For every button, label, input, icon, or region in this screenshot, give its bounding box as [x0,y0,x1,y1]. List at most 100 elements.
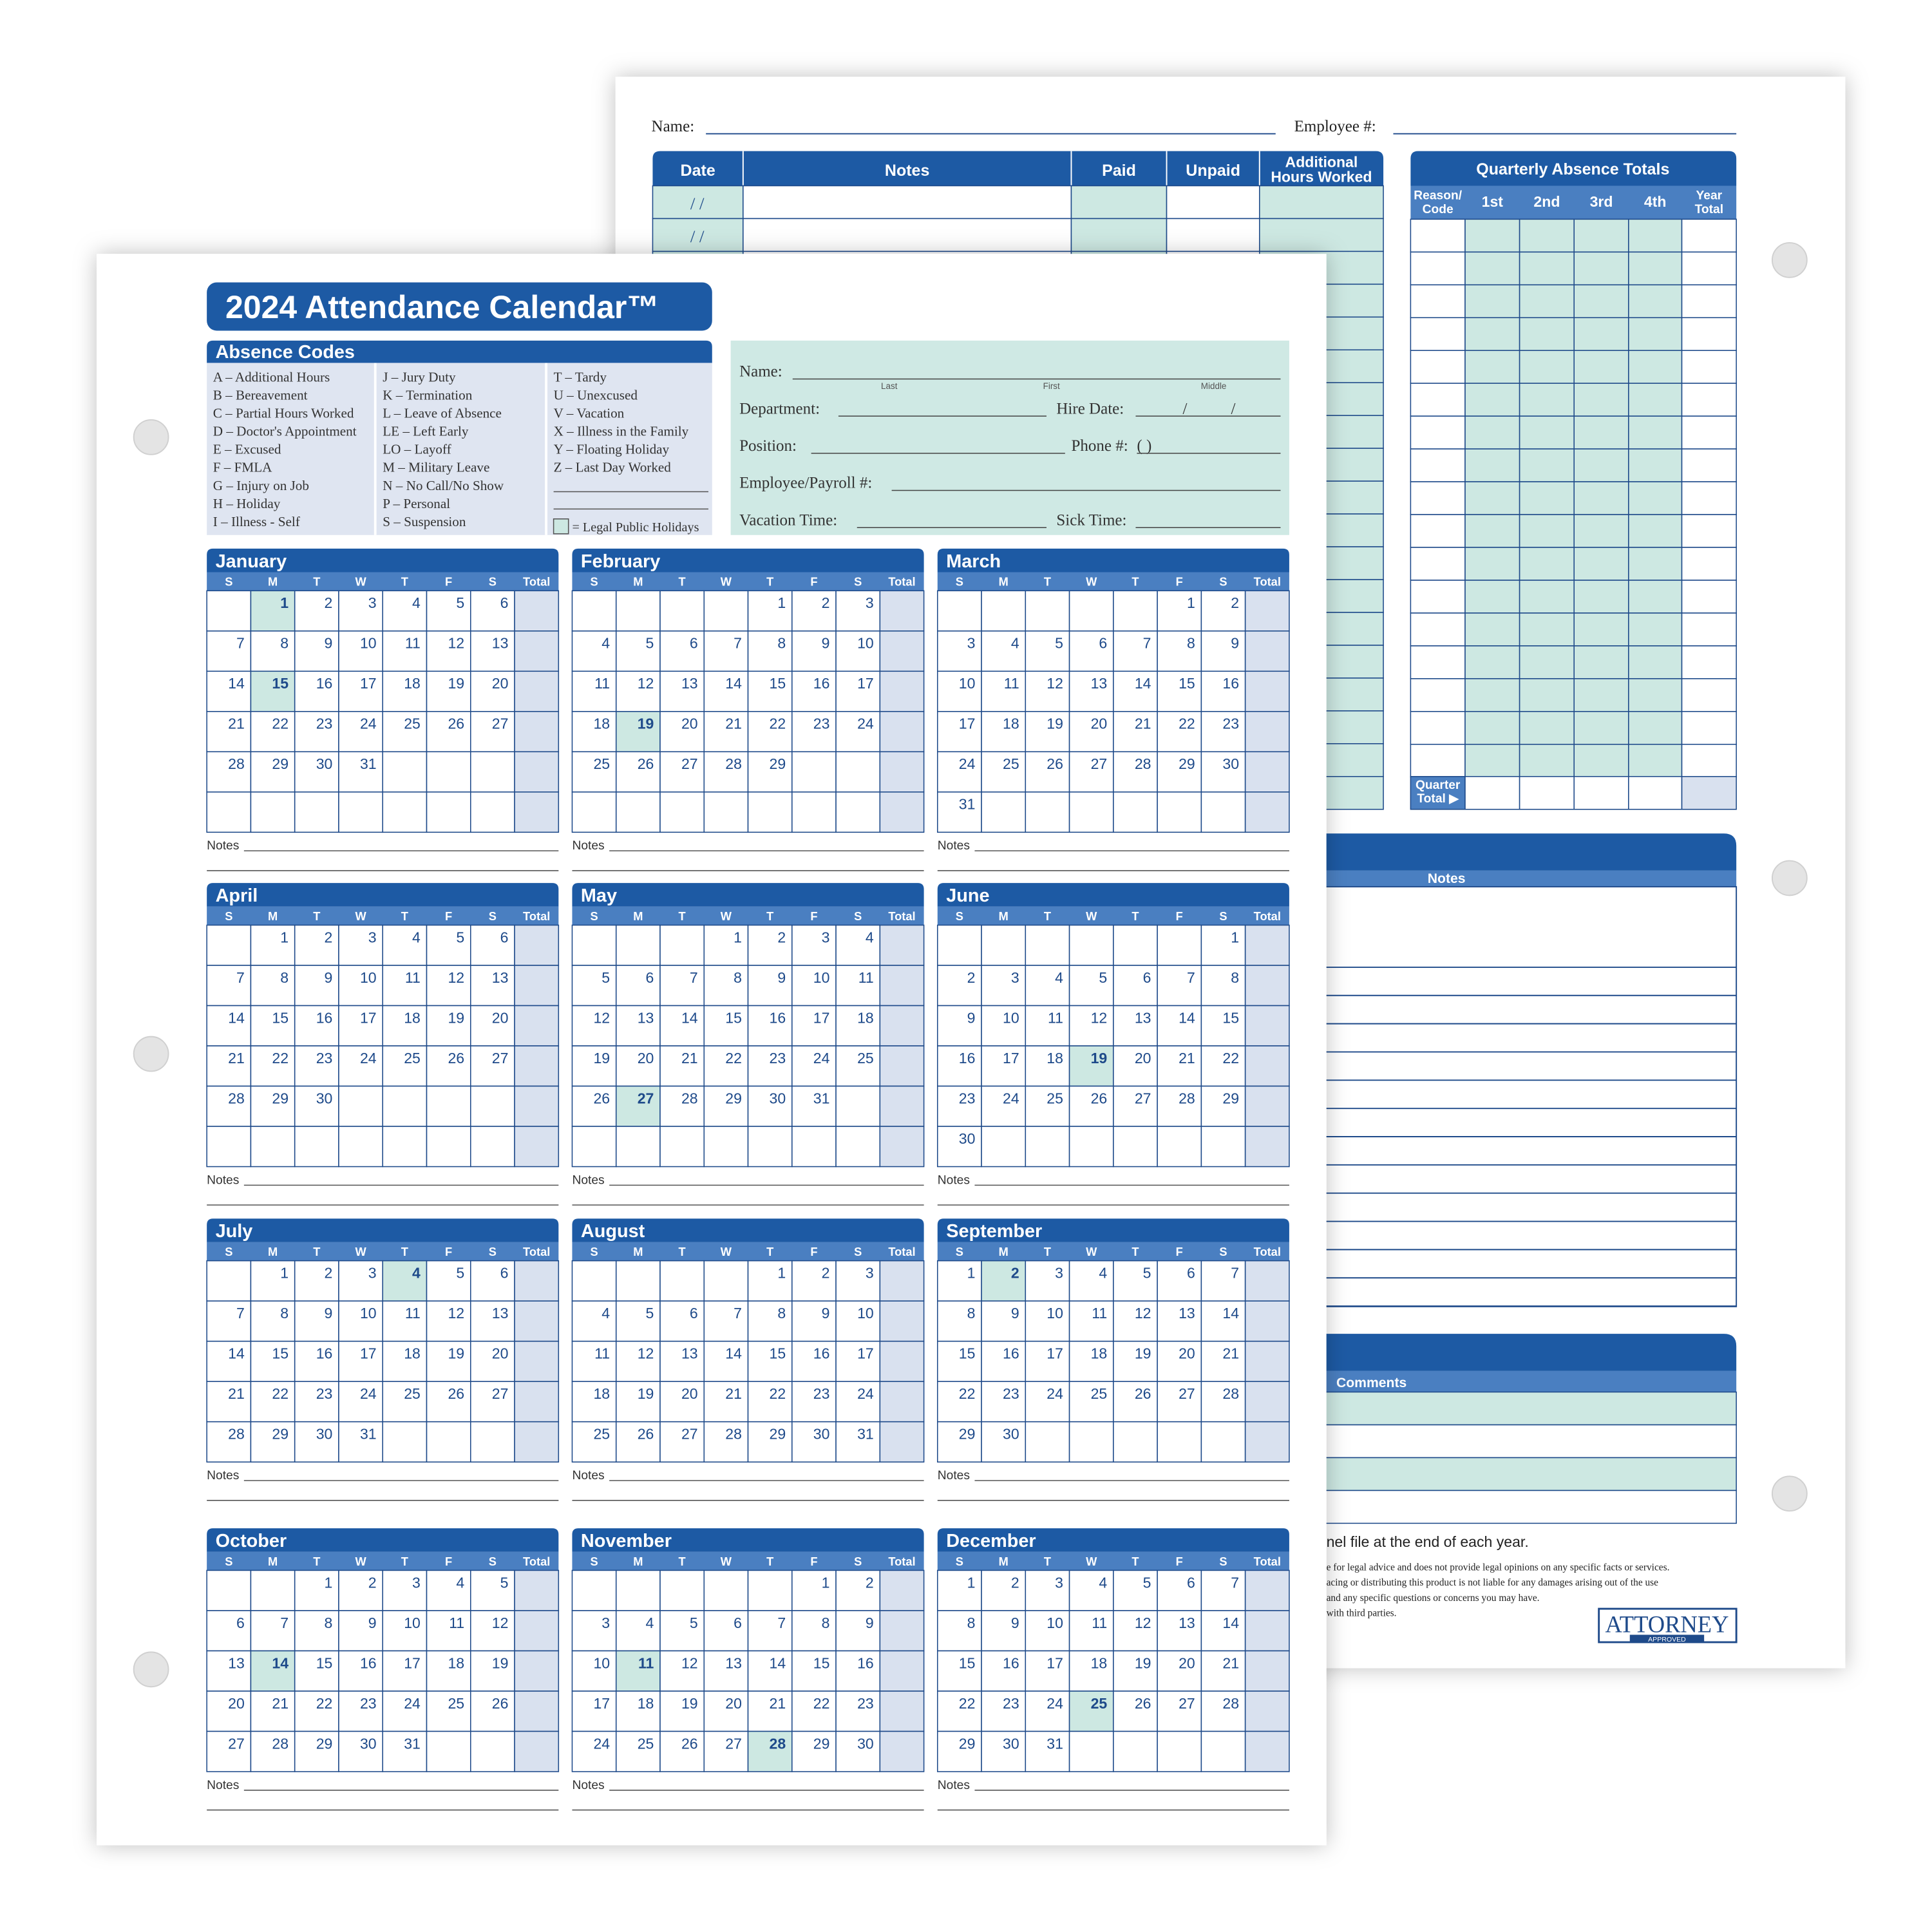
day-cell [1025,924,1070,966]
quarterly-cell [1681,744,1737,778]
day-cell [659,1610,705,1652]
day-number: 19 [681,1695,698,1712]
weekday-header: S [591,575,598,589]
day-number: 26 [1091,1090,1108,1106]
weekday-header: T [1132,1245,1139,1258]
day-cell [615,1569,661,1611]
day-number: 3 [601,1615,610,1631]
day-cell [703,1650,749,1692]
day-cell [659,1421,705,1463]
day-number: 2 [325,1265,333,1282]
day-number: 5 [646,635,654,652]
quarterly-cell [1410,678,1466,712]
punch-hole [1771,1475,1808,1512]
day-number: 11 [858,969,874,986]
day-cell [659,1126,705,1168]
weekday-header: T [401,1245,408,1258]
quarterly-cell [1410,547,1466,581]
day-cell [747,590,793,632]
day-number: 27 [492,1385,509,1402]
day-cell [659,1690,705,1732]
day-number: 16 [1222,675,1239,692]
day-cell [1200,1126,1246,1168]
day-number: 10 [1046,1305,1063,1321]
day-cell [1025,1300,1070,1342]
day-cell [1244,1610,1290,1652]
day-number: 30 [316,755,333,772]
day-number: 10 [857,1305,874,1321]
day-number: 28 [1222,1385,1239,1402]
day-cell [1025,1650,1070,1692]
form-label: Vacation Time: [739,511,837,529]
quarterly-cell [1628,514,1683,548]
day-number: 21 [228,715,245,732]
day-cell [879,1005,925,1046]
day-cell [470,1421,515,1463]
day-cell [981,1300,1027,1342]
day-number: 30 [813,1426,830,1443]
form-box [730,340,1289,535]
quarterly-cell [1628,481,1683,515]
weekday-header: M [633,575,643,589]
day-number: 14 [725,1345,742,1362]
weekday-header: S [956,909,963,923]
day-cell [791,1005,837,1046]
day-number: 15 [725,1009,742,1026]
punch-hole [1771,860,1808,896]
month-header [207,548,559,573]
day-number: 2 [777,929,786,945]
absence-code: X – Illness in the Family [554,424,689,439]
day-cell [294,590,339,632]
day-number: 21 [1135,715,1151,732]
day-number: 17 [593,1695,610,1712]
day-cell [659,711,705,753]
day-number: 30 [1003,1735,1019,1752]
day-cell [206,1300,252,1342]
day-number: 10 [360,635,377,652]
weekday-header: T [679,1555,686,1568]
day-number: 13 [492,635,509,652]
day-cell [1025,1569,1070,1611]
day-number: 22 [725,1050,742,1066]
day-cell [338,1126,383,1168]
day-number: 14 [228,675,245,692]
notes-bar [1238,833,1737,871]
quarterly-cell [1519,514,1575,548]
day-number: 4 [646,1615,654,1631]
log-cell [743,185,1072,220]
day-cell [250,1730,296,1772]
day-cell [659,1005,705,1046]
comments-title: Comments [1336,1376,1406,1390]
day-cell [615,711,661,753]
day-cell [250,1381,296,1423]
day-number: 14 [1179,1009,1195,1026]
day-cell [571,791,617,833]
day-cell [426,751,471,793]
day-number: 9 [1011,1305,1019,1321]
day-cell [514,630,560,672]
day-number: 12 [1046,675,1063,692]
day-number: 18 [857,1009,874,1026]
weekday-row [937,1242,1289,1261]
form-label: Employee/Payroll #: [739,475,872,492]
month-header [937,548,1289,573]
day-number: 27 [638,1090,654,1106]
day-cell [981,965,1027,1007]
day-number: 6 [1099,635,1107,652]
day-number: 7 [1231,1265,1239,1282]
day-cell [879,670,925,712]
day-cell [1068,1690,1114,1732]
day-number: 23 [1003,1695,1019,1712]
day-cell [1244,1085,1290,1127]
day-number: 25 [1091,1695,1108,1712]
day-number: 1 [967,1574,976,1591]
quarterly-cell [1410,317,1466,351]
log-cell [1166,218,1260,252]
quarterly-cell [1519,415,1575,450]
day-number: 18 [1091,1345,1108,1362]
notes-label: Notes [938,839,970,853]
quarter-total-cell [1519,776,1575,810]
weekday-header: T [313,909,320,923]
day-number: 27 [681,755,698,772]
month-name: January [216,551,287,572]
